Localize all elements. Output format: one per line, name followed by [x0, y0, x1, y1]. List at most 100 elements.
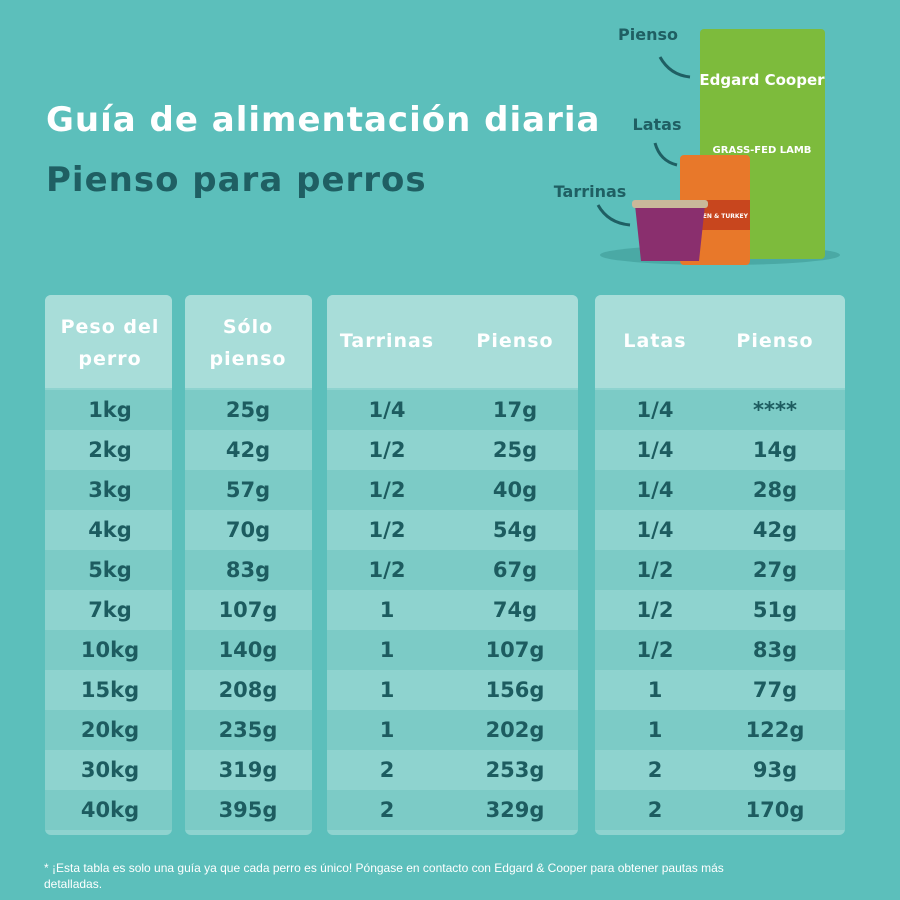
table-cell: ****: [753, 398, 797, 422]
row-stripe: [45, 710, 172, 750]
table-cell: 107g: [218, 598, 278, 622]
table-cell: 14g: [752, 438, 798, 462]
table-cell: 17g: [492, 398, 538, 422]
column-header: Latas: [623, 330, 687, 352]
row-stripe: [45, 550, 172, 590]
table-cell: 156g: [485, 678, 545, 702]
table-cell: 2: [647, 758, 663, 782]
table-cell: 140g: [218, 638, 278, 662]
table-cell: 5kg: [88, 558, 132, 582]
table-cell: 319g: [218, 758, 278, 782]
table-cell: 1: [647, 718, 663, 742]
row-stripe: [45, 630, 172, 670]
row-stripe: [185, 630, 312, 670]
table-cell: 1/2: [368, 518, 406, 542]
table-cell: 1/4: [636, 478, 674, 502]
table-cell: 74g: [492, 598, 538, 622]
row-stripe: [45, 470, 172, 510]
table-card: Sólo pienso 25g 42g 57g 70g 83g 107g 140g 208g 23…: [185, 295, 312, 835]
row-stripe: [327, 550, 578, 590]
column-header: Pienso: [736, 330, 814, 352]
table-cell: 329g: [485, 798, 545, 822]
row-stripe: [185, 710, 312, 750]
table-cell: 202g: [485, 718, 545, 742]
table-cell: 1/2: [636, 598, 674, 622]
table-cell: 42g: [752, 518, 798, 542]
table-cell: 1/4: [636, 438, 674, 462]
arrow: [596, 204, 631, 227]
table-cell: 2: [379, 798, 395, 822]
table-card: Peso del perro 1kg 2kg 3kg 4kg 5kg 7kg 10kg 15kg…: [45, 295, 172, 835]
table-cell: 20kg: [80, 718, 140, 742]
row-stripe: [327, 390, 578, 430]
table-cell: 1/4: [636, 398, 674, 422]
row-stripe: [595, 550, 845, 590]
table-cell: 253g: [485, 758, 545, 782]
table-cell: 1: [379, 718, 395, 742]
row-stripe: [327, 790, 578, 830]
table-cell: 1: [379, 678, 395, 702]
product-label: Tarrinas: [554, 182, 627, 201]
header-row: [595, 295, 845, 388]
table-cell: 57g: [225, 478, 271, 502]
table-cell: 28g: [752, 478, 798, 502]
row-stripe: [595, 630, 845, 670]
table-cell: 30kg: [80, 758, 140, 782]
product-label: Latas: [633, 115, 682, 134]
table-cell: 235g: [218, 718, 278, 742]
table-cell: 395g: [218, 798, 278, 822]
table-cell: 15kg: [80, 678, 140, 702]
table-card: Latas 1/4 1/4 1/4 1/4 1/2 1/2 1/2 1 1 2 2 Pienso ****…: [595, 295, 845, 835]
table-cell: 1/2: [636, 638, 674, 662]
row-stripe: [185, 550, 312, 590]
table-cell: 10kg: [80, 638, 140, 662]
row-stripe: [45, 390, 172, 430]
table-cell: 3kg: [88, 478, 132, 502]
table-cell: 54g: [492, 518, 538, 542]
column-header: Tarrinas: [339, 330, 435, 352]
title: Guía de alimentación diaria: [46, 100, 601, 140]
row-stripe: [185, 790, 312, 830]
table-cell: 51g: [752, 598, 798, 622]
table-cell: 1/4: [636, 518, 674, 542]
column-header: Sólo pienso: [209, 316, 287, 370]
row-stripe: [185, 470, 312, 510]
product-label: Pienso: [618, 25, 678, 44]
table-cell: 42g: [225, 438, 271, 462]
table-cell: 1/2: [368, 478, 406, 502]
column-header: Pienso: [476, 330, 554, 352]
table-cell: 77g: [752, 678, 798, 702]
footnote: * ¡Esta tabla es solo una guía ya que ca…: [44, 861, 724, 891]
table-cell: 83g: [225, 558, 271, 582]
row-stripe: [327, 470, 578, 510]
tray-lid: [632, 200, 708, 208]
table-cell: 1/2: [636, 558, 674, 582]
header-row: [45, 295, 172, 388]
table-cell: 1: [379, 638, 395, 662]
table-cell: 122g: [745, 718, 805, 742]
row-stripe: [327, 630, 578, 670]
table-cell: 1: [379, 598, 395, 622]
tray: [635, 205, 705, 261]
can-text: CHICKEN & TURKEY: [682, 213, 749, 220]
brand: Edgard Cooper: [699, 71, 825, 89]
table-cell: 25g: [225, 398, 271, 422]
subtitle: Pienso para perros: [46, 160, 427, 200]
table-cell: 170g: [745, 798, 805, 822]
table-cell: 107g: [485, 638, 545, 662]
table-cell: 4kg: [88, 518, 132, 542]
table-cell: 1/4: [368, 398, 406, 422]
table-cell: 27g: [752, 558, 798, 582]
table-cell: 70g: [225, 518, 271, 542]
row-stripe: [185, 390, 312, 430]
table-cell: 67g: [492, 558, 538, 582]
table-cell: 83g: [752, 638, 798, 662]
arrow: [653, 142, 678, 167]
row-stripe: [45, 790, 172, 830]
table-cell: 2kg: [88, 438, 132, 462]
column-header: Peso del perro: [60, 316, 160, 370]
row-stripe: [595, 790, 845, 830]
table-cell: 2: [379, 758, 395, 782]
bag-text: GRASS-FED LAMB: [713, 145, 812, 156]
